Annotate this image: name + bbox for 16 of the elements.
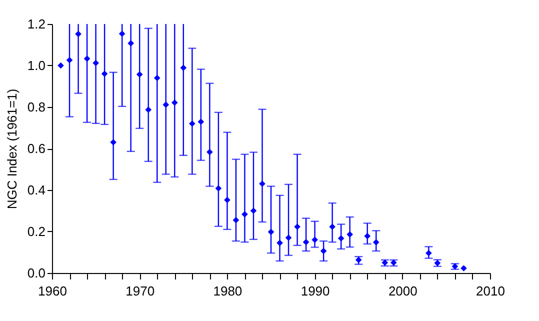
point [58,62,64,69]
x-tick-label: 2000 [388,284,418,298]
x-tick-label: 1990 [300,284,330,298]
x-tick-label: 1960 [38,284,67,298]
y-tick-label: 0.0 [27,266,46,280]
y-tick-label: 0.8 [27,100,46,114]
y-tick-label: 1.0 [27,58,46,73]
y-axis-title: NGC Index (1961=1) [4,88,20,210]
x-tick-label: 1980 [213,284,242,298]
y-tick-label: 1.2 [27,16,46,32]
x-tick-label: 2010 [476,284,505,298]
point [460,265,467,272]
y-tick-label: 0.2 [27,224,46,239]
x-tick-label: 1970 [126,284,155,298]
y-tick-label: 0.4 [27,182,46,198]
y-tick-label: 0.6 [27,141,46,156]
